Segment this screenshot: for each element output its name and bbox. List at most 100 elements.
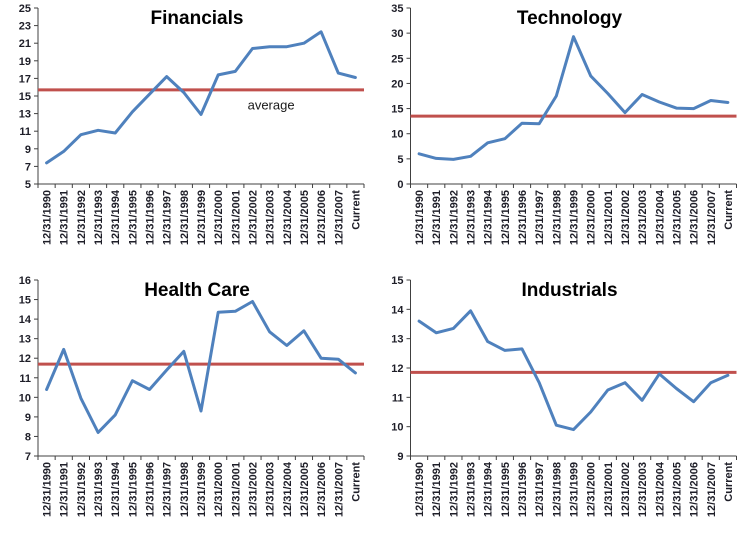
chart-panel-financials: 5 7 9 11 13 15 17 19 21 23 25 12/31/1990 12/31/1991 1…	[0, 0, 372, 272]
svg-text:Current: Current	[350, 190, 362, 230]
svg-text:12/31/1991: 12/31/1991	[431, 190, 443, 245]
svg-text:15: 15	[19, 295, 31, 307]
svg-text:15: 15	[19, 91, 31, 103]
svg-text:12/31/2003: 12/31/2003	[637, 462, 649, 517]
svg-text:10: 10	[19, 392, 31, 404]
svg-text:9: 9	[397, 451, 403, 463]
svg-text:12/31/2001: 12/31/2001	[230, 190, 242, 245]
axis-lines	[37, 280, 364, 457]
svg-text:12/31/2004: 12/31/2004	[282, 189, 294, 245]
svg-text:12/31/1992: 12/31/1992	[76, 190, 88, 245]
svg-text:12/31/1993: 12/31/1993	[466, 462, 478, 517]
svg-text:12/31/2000: 12/31/2000	[213, 462, 225, 517]
x-axis-labels: 12/31/1990 12/31/1991 12/31/1992 12/31/1993…	[414, 189, 735, 245]
y-axis-labels: 5 7 9 11 13 15 17 19 21 23 25	[19, 3, 38, 191]
svg-text:9: 9	[25, 412, 31, 424]
x-axis-labels: 12/31/1990 12/31/1991 12/31/1992 12/31/1993…	[414, 461, 735, 517]
svg-text:12/31/1991: 12/31/1991	[59, 462, 71, 517]
svg-text:12/31/2002: 12/31/2002	[620, 462, 632, 517]
svg-text:11: 11	[19, 373, 31, 385]
svg-text:12/31/2001: 12/31/2001	[603, 462, 615, 517]
svg-text:12/31/1997: 12/31/1997	[162, 462, 174, 517]
svg-text:12/31/2001: 12/31/2001	[230, 462, 242, 517]
svg-text:12/31/1996: 12/31/1996	[145, 190, 157, 245]
series-line-health-care	[45, 300, 357, 434]
svg-text:12/31/1993: 12/31/1993	[93, 190, 105, 245]
svg-text:12/31/1994: 12/31/1994	[110, 189, 122, 245]
svg-text:12/31/1990: 12/31/1990	[42, 462, 54, 517]
x-axis-labels: 12/31/1990 12/31/1991 12/31/1992 12/31/1993…	[42, 461, 363, 517]
svg-text:15: 15	[391, 104, 403, 116]
svg-text:12/31/1995: 12/31/1995	[500, 462, 512, 517]
average-annotation: average	[248, 98, 295, 113]
x-axis-ticks	[37, 184, 365, 188]
svg-text:12/31/1995: 12/31/1995	[127, 190, 139, 245]
chart-title: Financials	[151, 8, 244, 29]
svg-text:12/31/1990: 12/31/1990	[414, 462, 426, 517]
svg-text:13: 13	[19, 334, 31, 346]
svg-text:12/31/1997: 12/31/1997	[534, 190, 546, 245]
svg-text:Current: Current	[350, 462, 362, 502]
svg-text:12/31/1991: 12/31/1991	[59, 190, 71, 245]
svg-text:25: 25	[391, 53, 403, 65]
svg-text:12/31/2002: 12/31/2002	[620, 190, 632, 245]
svg-text:35: 35	[391, 3, 403, 15]
svg-text:12/31/2000: 12/31/2000	[586, 462, 598, 517]
svg-text:12/31/2004: 12/31/2004	[654, 189, 666, 245]
svg-text:12/31/1999: 12/31/1999	[569, 462, 581, 517]
svg-text:7: 7	[25, 451, 31, 463]
svg-text:12/31/2006: 12/31/2006	[316, 190, 328, 245]
svg-text:12/31/2002: 12/31/2002	[247, 462, 259, 517]
svg-text:12/31/1997: 12/31/1997	[534, 462, 546, 517]
svg-text:12/31/1999: 12/31/1999	[569, 190, 581, 245]
svg-text:21: 21	[19, 38, 31, 50]
svg-text:12/31/2004: 12/31/2004	[282, 461, 294, 517]
chart-title: Industrials	[521, 280, 617, 301]
svg-text:12/31/1993: 12/31/1993	[93, 462, 105, 517]
svg-text:12/31/1996: 12/31/1996	[145, 462, 157, 517]
svg-text:12/31/2006: 12/31/2006	[689, 190, 701, 245]
svg-text:12/31/2002: 12/31/2002	[247, 190, 259, 245]
svg-text:Current: Current	[723, 190, 735, 230]
chart-panel-industrials: 9 10 11 12 13 14 15 12/31/1990 12/31/1991 12/31/1…	[372, 272, 745, 544]
svg-text:30: 30	[391, 28, 403, 40]
series-line-industrials	[417, 309, 730, 432]
svg-text:12/31/2006: 12/31/2006	[316, 462, 328, 517]
svg-text:9: 9	[25, 144, 31, 156]
svg-text:12: 12	[391, 363, 403, 375]
svg-text:12/31/2005: 12/31/2005	[671, 462, 683, 517]
svg-text:12/31/2006: 12/31/2006	[689, 462, 701, 517]
svg-text:12/31/1994: 12/31/1994	[483, 189, 495, 245]
svg-text:12/31/1996: 12/31/1996	[517, 462, 529, 517]
series-line-technology	[417, 35, 730, 161]
svg-text:10: 10	[391, 422, 403, 434]
svg-text:12/31/2007: 12/31/2007	[706, 190, 718, 245]
svg-text:0: 0	[397, 179, 403, 191]
svg-text:5: 5	[25, 179, 31, 191]
svg-text:12/31/1995: 12/31/1995	[500, 190, 512, 245]
chart-panel-technology: 0 5 10 15 20 25 30 35 12/31/1990 12/31/1991 12/31/…	[372, 0, 745, 272]
svg-text:12/31/1998: 12/31/1998	[179, 462, 191, 517]
chart-panel-health-care: 7 8 9 10 11 12 13 14 15 16 12/31/1990 12/31/1991 12/…	[0, 272, 372, 544]
series-line-financials	[45, 30, 357, 165]
y-axis-labels: 7 8 9 10 11 12 13 14 15 16	[19, 275, 38, 463]
svg-text:Current: Current	[723, 462, 735, 502]
y-axis-labels: 0 5 10 15 20 25 30 35	[391, 3, 411, 191]
y-axis-labels: 9 10 11 12 13 14 15	[391, 275, 411, 463]
svg-text:17: 17	[19, 73, 31, 85]
svg-text:12/31/2000: 12/31/2000	[586, 190, 598, 245]
svg-text:13: 13	[19, 109, 31, 121]
svg-text:12/31/1992: 12/31/1992	[76, 462, 88, 517]
svg-text:23: 23	[19, 21, 31, 33]
svg-text:12/31/2007: 12/31/2007	[333, 462, 345, 517]
svg-text:12/31/1999: 12/31/1999	[196, 462, 208, 517]
svg-text:12/31/1995: 12/31/1995	[127, 462, 139, 517]
svg-text:16: 16	[19, 275, 31, 287]
x-axis-labels: 12/31/1990 12/31/1991 12/31/1992 12/31/1993…	[42, 189, 363, 245]
svg-text:5: 5	[397, 154, 403, 166]
svg-text:12/31/2003: 12/31/2003	[265, 462, 277, 517]
